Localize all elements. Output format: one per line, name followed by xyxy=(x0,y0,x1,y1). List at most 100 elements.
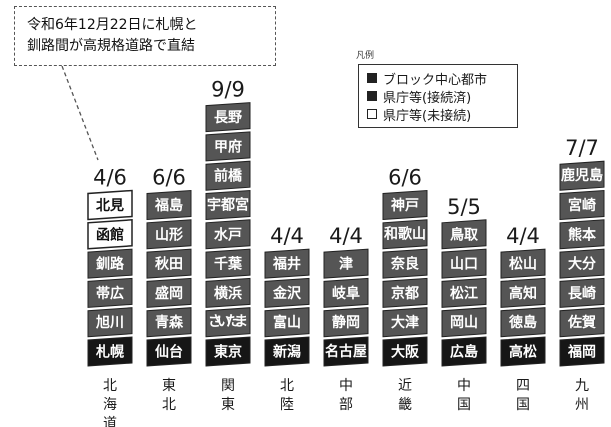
city-block xyxy=(323,307,369,338)
city-label: 新潟 xyxy=(273,344,301,361)
city-label: 前橋 xyxy=(214,168,243,185)
region-label-char: 関 xyxy=(221,378,235,394)
city-label: 帯広 xyxy=(96,285,124,302)
city-block xyxy=(264,307,310,338)
legend-swatch-unconnected xyxy=(367,109,377,119)
city-block xyxy=(382,219,428,250)
city-block xyxy=(205,219,251,250)
ratio-label: 5/5 xyxy=(447,195,481,219)
city-block xyxy=(264,248,310,279)
city-label: 長崎 xyxy=(568,285,596,302)
region-label-char: 中 xyxy=(457,378,471,394)
city-label: さいたま xyxy=(208,314,248,330)
city-block xyxy=(264,336,310,367)
region-label-char: 陸 xyxy=(280,397,294,413)
city-block xyxy=(500,277,546,308)
city-block xyxy=(500,336,546,367)
city-block xyxy=(146,277,192,308)
city-label: 横浜 xyxy=(214,285,242,302)
city-label: 旭川 xyxy=(95,314,124,331)
city-label: 高松 xyxy=(509,344,537,361)
region-label-char: 国 xyxy=(516,397,530,413)
city-block xyxy=(205,160,251,191)
ratio-label: 4/6 xyxy=(93,166,127,190)
city-label: 神戸 xyxy=(391,197,419,214)
city-block xyxy=(559,336,605,367)
city-label: 青森 xyxy=(155,314,184,331)
callout-line-1: 令和6年12月22日に札幌と xyxy=(27,17,198,33)
city-block xyxy=(323,277,369,308)
ratio-label: 4/4 xyxy=(506,224,540,248)
legend-title: 凡例 xyxy=(356,51,375,61)
city-block xyxy=(205,277,251,308)
city-label: 千葉 xyxy=(214,256,243,273)
city-block xyxy=(146,307,192,338)
city-block xyxy=(205,102,251,133)
city-label: 札幌 xyxy=(95,344,124,361)
city-block xyxy=(559,277,605,308)
city-label: 金沢 xyxy=(272,285,302,302)
city-block xyxy=(382,277,428,308)
region-label-char: 州 xyxy=(575,397,589,413)
city-label: 津 xyxy=(339,256,353,273)
city-block xyxy=(205,336,251,367)
legend-item-block: ブロック中心都市 xyxy=(367,69,517,88)
region-label-char: 近 xyxy=(398,378,412,394)
city-label: 福井 xyxy=(272,256,301,273)
legend-box: ブロック中心都市 県庁等(接続済) 県庁等(未接続) xyxy=(358,64,518,128)
ratio-label: 6/6 xyxy=(388,166,422,190)
city-label: 徳島 xyxy=(508,314,537,331)
city-block xyxy=(264,277,310,308)
city-label: 大津 xyxy=(391,314,419,331)
city-block xyxy=(559,307,605,338)
city-label: 水戸 xyxy=(214,226,242,243)
region-label-char: 東 xyxy=(162,378,176,394)
city-label: 名古屋 xyxy=(325,343,367,360)
legend-swatch-connected xyxy=(367,91,377,101)
city-block xyxy=(382,189,428,221)
legend-item-unconnected: 県庁等(未接続) xyxy=(367,105,517,124)
region-label-char: 部 xyxy=(339,397,353,413)
city-block xyxy=(441,336,487,367)
city-label: 熊本 xyxy=(568,226,597,243)
city-block xyxy=(87,218,133,250)
city-label: 鹿児島 xyxy=(560,167,603,184)
city-block xyxy=(441,307,487,338)
city-label: 宇都宮 xyxy=(207,196,249,213)
city-block xyxy=(559,189,605,221)
city-block xyxy=(441,248,487,279)
city-label: 鳥取 xyxy=(450,226,479,243)
city-label: 岐阜 xyxy=(332,285,360,302)
city-label: 釧路 xyxy=(96,256,125,273)
city-block xyxy=(146,219,192,250)
legend-label-connected: 県庁等(接続済) xyxy=(383,90,472,106)
city-block xyxy=(559,160,605,191)
city-label: 盛岡 xyxy=(155,285,183,302)
city-block xyxy=(500,248,546,279)
city-block xyxy=(87,277,133,308)
city-block xyxy=(382,336,428,367)
city-label: 大分 xyxy=(568,256,596,273)
city-label: 山口 xyxy=(450,257,478,273)
region-label-char: 畿 xyxy=(398,397,412,413)
city-block xyxy=(87,336,133,367)
region-label-char: 東 xyxy=(221,397,235,413)
city-block xyxy=(146,336,192,367)
city-block xyxy=(87,189,133,221)
city-label: 東京 xyxy=(214,344,242,361)
legend-label-unconnected: 県庁等(未接続) xyxy=(383,108,472,124)
city-label: 富山 xyxy=(273,314,301,331)
ratio-label: 7/7 xyxy=(565,136,599,160)
region-label-char: 北 xyxy=(280,378,294,394)
city-label: 広島 xyxy=(450,344,478,361)
city-label: 和歌山 xyxy=(384,226,426,243)
city-block xyxy=(441,277,487,308)
region-label-char: 国 xyxy=(457,397,471,413)
city-block xyxy=(87,307,133,338)
region-label-char: 四 xyxy=(516,378,530,394)
city-block xyxy=(205,307,251,338)
region-label-char: 海 xyxy=(103,397,117,413)
city-block xyxy=(441,219,487,250)
region-label-char: 北 xyxy=(103,378,117,394)
